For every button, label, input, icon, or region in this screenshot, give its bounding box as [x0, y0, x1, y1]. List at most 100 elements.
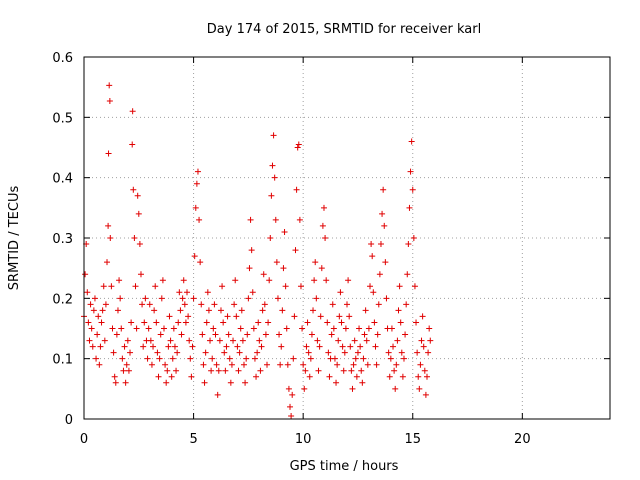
data-point [319, 222, 326, 229]
data-point [413, 319, 420, 326]
y-tick-label: 0.1 [52, 353, 73, 368]
data-point [95, 313, 102, 320]
data-point [392, 385, 399, 392]
data-point [356, 325, 363, 332]
data-point [305, 349, 312, 356]
data-point [129, 108, 136, 115]
data-point [244, 331, 251, 338]
data-point [208, 367, 215, 374]
data-point [122, 379, 129, 386]
data-point [223, 343, 230, 350]
data-point [302, 367, 309, 374]
data-point [395, 307, 402, 314]
data-point [243, 355, 250, 362]
data-point [320, 204, 327, 211]
data-point [213, 361, 220, 368]
data-point [307, 355, 314, 362]
data-point [369, 253, 376, 260]
data-point [295, 141, 302, 148]
data-point [297, 283, 304, 290]
y-tick-label: 0.4 [52, 172, 73, 187]
data-point [340, 367, 347, 374]
data-point [346, 313, 353, 320]
data-point [186, 337, 193, 344]
data-point [324, 319, 331, 326]
data-point [285, 385, 292, 392]
data-point [144, 355, 151, 362]
data-point [338, 319, 345, 326]
data-point [96, 361, 103, 368]
data-point [242, 379, 249, 386]
data-point [222, 367, 229, 374]
data-point [202, 349, 209, 356]
data-point [291, 313, 298, 320]
data-point [373, 361, 380, 368]
data-point [116, 277, 123, 284]
data-point [137, 271, 144, 278]
data-point [91, 295, 98, 302]
data-point [219, 283, 226, 290]
data-point [164, 367, 171, 374]
data-point [267, 235, 274, 241]
axis-ticks: 0 0.1 0.2 0.3 0.4 0.5 0.6 0 5 10 15 20 [52, 51, 610, 447]
data-point [174, 349, 181, 356]
data-point [166, 313, 173, 320]
data-point [119, 355, 126, 362]
data-point [368, 241, 375, 248]
data-point [273, 259, 280, 266]
data-point [254, 349, 261, 356]
data-point [245, 295, 252, 302]
data-point [376, 271, 383, 278]
data-point [109, 325, 116, 332]
data-point [358, 367, 365, 374]
data-point [205, 307, 212, 314]
data-point [408, 138, 415, 145]
data-point [364, 361, 371, 368]
data-point [410, 235, 417, 241]
data-point [210, 325, 217, 332]
data-point [117, 295, 124, 302]
data-point [261, 301, 268, 308]
x-tick-label: 10 [295, 432, 312, 447]
data-point [225, 331, 232, 338]
chart-title: Day 174 of 2015, SRMTID for receiver kar… [207, 22, 481, 37]
data-point [82, 271, 89, 278]
data-point [170, 325, 177, 332]
data-point [278, 343, 285, 350]
data-point [317, 313, 324, 320]
data-point [258, 343, 265, 350]
data-point [304, 319, 311, 326]
data-point [207, 337, 214, 344]
data-point [227, 379, 234, 386]
data-point [157, 331, 164, 338]
data-point [101, 337, 108, 344]
data-point [318, 265, 325, 272]
data-point [293, 186, 300, 193]
data-point [310, 307, 317, 314]
data-point [98, 319, 105, 326]
data-point [235, 367, 242, 374]
data-point [155, 373, 162, 380]
data-point [204, 289, 211, 296]
data-point [268, 192, 275, 199]
data-point [362, 307, 369, 314]
data-point [163, 379, 170, 386]
data-point [212, 331, 219, 338]
data-point [386, 373, 393, 380]
data-point [169, 355, 176, 362]
data-point [426, 325, 433, 332]
data-point [323, 277, 330, 284]
y-tick-label: 0.2 [52, 292, 73, 307]
data-point [398, 349, 405, 356]
data-point [402, 331, 409, 338]
data-point [106, 98, 113, 105]
data-point [306, 373, 313, 380]
data-point [197, 259, 204, 266]
data-point [249, 289, 256, 296]
data-point [330, 325, 337, 332]
data-point [121, 343, 128, 350]
data-point [419, 313, 426, 320]
data-point [277, 361, 284, 368]
data-point [279, 307, 286, 314]
data-point [345, 277, 352, 284]
